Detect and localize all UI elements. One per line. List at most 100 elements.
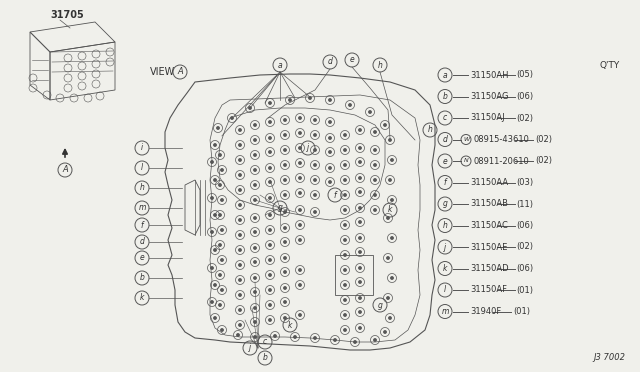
Circle shape [269, 304, 271, 306]
Circle shape [359, 221, 361, 223]
Circle shape [374, 194, 376, 196]
Circle shape [221, 259, 223, 261]
Circle shape [269, 229, 271, 231]
Circle shape [314, 134, 316, 136]
Text: l: l [141, 164, 143, 173]
Circle shape [284, 257, 286, 259]
Circle shape [388, 317, 391, 319]
Circle shape [387, 257, 389, 259]
Circle shape [344, 314, 346, 316]
Text: 31150AH: 31150AH [470, 71, 509, 80]
Text: Q'TY: Q'TY [600, 61, 620, 70]
Circle shape [374, 131, 376, 133]
Circle shape [284, 119, 286, 121]
Text: (02): (02) [535, 135, 552, 144]
Circle shape [329, 121, 332, 123]
Text: j: j [444, 243, 446, 251]
Text: A: A [177, 67, 183, 77]
Circle shape [374, 164, 376, 166]
Circle shape [269, 214, 271, 216]
Circle shape [231, 117, 233, 119]
Circle shape [269, 137, 271, 139]
Circle shape [344, 239, 346, 241]
Circle shape [359, 267, 361, 269]
Circle shape [384, 331, 386, 333]
Text: g: g [443, 199, 447, 208]
Text: d: d [443, 135, 447, 144]
Circle shape [269, 274, 271, 276]
Circle shape [329, 137, 332, 139]
Circle shape [344, 269, 346, 271]
Circle shape [221, 229, 223, 231]
Text: A: A [62, 166, 68, 174]
Circle shape [211, 267, 213, 269]
Circle shape [359, 147, 361, 149]
Circle shape [211, 301, 213, 303]
Circle shape [299, 117, 301, 119]
Text: 31150AD: 31150AD [470, 264, 509, 273]
Text: 31150AA: 31150AA [470, 178, 508, 187]
Circle shape [387, 217, 389, 219]
Circle shape [329, 99, 332, 101]
Circle shape [221, 199, 223, 201]
Circle shape [299, 147, 301, 149]
Circle shape [284, 317, 286, 319]
Circle shape [314, 211, 316, 213]
Circle shape [214, 214, 216, 216]
Circle shape [239, 264, 241, 266]
Circle shape [344, 284, 346, 286]
Text: h: h [428, 125, 433, 135]
Circle shape [299, 284, 301, 286]
Circle shape [391, 277, 393, 279]
Circle shape [214, 249, 216, 251]
Text: f: f [141, 221, 143, 230]
Circle shape [314, 149, 316, 151]
Circle shape [221, 289, 223, 291]
Circle shape [299, 192, 301, 194]
Circle shape [219, 214, 221, 216]
Circle shape [284, 241, 286, 243]
Circle shape [269, 289, 271, 291]
Text: m: m [442, 307, 449, 316]
Circle shape [239, 294, 241, 296]
Text: (03): (03) [516, 178, 534, 187]
Circle shape [387, 297, 389, 299]
Circle shape [239, 219, 241, 221]
Text: e: e [140, 253, 145, 263]
Circle shape [344, 194, 346, 196]
Circle shape [284, 164, 286, 166]
Circle shape [269, 319, 271, 321]
Circle shape [374, 179, 376, 181]
Text: W: W [463, 137, 469, 142]
Circle shape [299, 132, 301, 134]
Circle shape [274, 335, 276, 337]
Text: k: k [388, 205, 392, 215]
Circle shape [359, 327, 361, 329]
Circle shape [239, 129, 241, 131]
Circle shape [299, 239, 301, 241]
Circle shape [269, 167, 271, 169]
Circle shape [254, 261, 256, 263]
Circle shape [284, 227, 286, 229]
Circle shape [249, 107, 251, 109]
Circle shape [359, 311, 361, 313]
Text: c: c [443, 113, 447, 122]
Circle shape [294, 336, 296, 338]
Circle shape [284, 134, 286, 136]
Circle shape [254, 139, 256, 141]
Text: 31150AG: 31150AG [470, 92, 509, 101]
Circle shape [309, 97, 311, 99]
Circle shape [239, 249, 241, 251]
Text: 31150AJ: 31150AJ [470, 113, 504, 122]
Circle shape [219, 154, 221, 156]
Circle shape [269, 259, 271, 261]
Circle shape [314, 164, 316, 166]
Text: N: N [464, 158, 468, 164]
Text: h: h [443, 221, 447, 230]
Circle shape [344, 329, 346, 331]
Text: 31150AB: 31150AB [470, 199, 508, 208]
Circle shape [284, 179, 286, 181]
Text: (01): (01) [513, 307, 530, 316]
Circle shape [254, 321, 256, 323]
Circle shape [384, 124, 386, 126]
